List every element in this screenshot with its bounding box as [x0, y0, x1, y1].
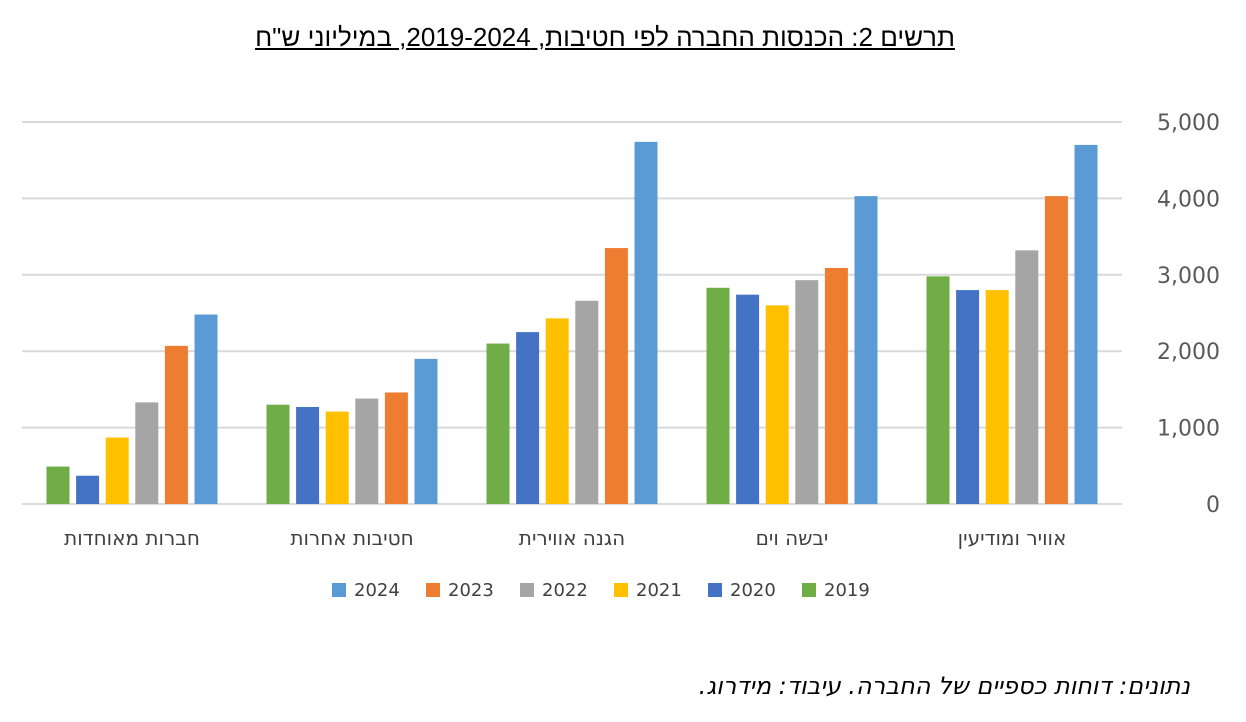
chart-title: תרשים 2: הכנסות החברה לפי חטיבות, 2019-2… [255, 22, 955, 52]
bar-2021 [545, 318, 569, 504]
bar-2024 [854, 196, 878, 504]
bar-2022 [135, 402, 159, 504]
bar-2019 [266, 404, 290, 504]
legend-swatch-2023 [426, 583, 440, 597]
bars [46, 141, 1098, 505]
category-label: הגנה אווירית [519, 526, 625, 550]
bar-2023 [164, 345, 188, 504]
bar-2022 [355, 398, 379, 504]
legend-label: 2020 [730, 580, 776, 601]
bar-2023 [604, 248, 628, 504]
legend-label: 2023 [448, 580, 494, 601]
bar-2022 [575, 300, 599, 504]
bar-2020 [516, 332, 540, 504]
category-label: חטיבות אחרות [290, 526, 413, 550]
bar-2024 [1074, 144, 1098, 505]
legend-label: 2022 [542, 580, 588, 601]
legend-swatch-2019 [802, 583, 816, 597]
legend-swatch-2022 [520, 583, 534, 597]
bar-2023 [824, 267, 848, 504]
bar-2022 [795, 280, 819, 504]
bar-2023 [384, 392, 408, 504]
legend-swatch-2020 [708, 583, 722, 597]
legend-label: 2021 [636, 580, 682, 601]
legend-swatch-2021 [614, 583, 628, 597]
legend-label: 2024 [354, 580, 400, 601]
category-label: חברות מאוחדות [64, 526, 200, 550]
bar-2021 [105, 437, 129, 504]
bar-2021 [765, 305, 789, 504]
legend-swatch-2024 [332, 583, 346, 597]
y-tick-label: 5,000 [1157, 111, 1220, 136]
bar-2024 [194, 314, 218, 504]
legend-label: 2019 [824, 580, 870, 601]
bar-2024 [634, 141, 658, 504]
bar-2019 [486, 343, 510, 504]
bar-2023 [1044, 196, 1068, 504]
y-tick-label: 2,000 [1157, 340, 1220, 365]
y-tick-label: 3,000 [1157, 264, 1220, 289]
category-labels: אוויר ומודיעין יבשה וים הגנה אווירית חטיבות… [64, 526, 1066, 550]
bar-2019 [706, 287, 730, 504]
y-tick-label: 4,000 [1157, 187, 1220, 212]
y-tick-label: 1,000 [1157, 417, 1220, 442]
category-label: יבשה וים [756, 526, 829, 550]
bar-2021 [325, 411, 349, 504]
legend: 2019 2020 2021 2022 2023 2024 [332, 580, 870, 601]
y-axis-ticks: 0 1,000 2,000 3,000 4,000 5,000 [1157, 111, 1220, 518]
bar-2019 [926, 276, 950, 504]
bar-2019 [46, 466, 70, 504]
category-label: אוויר ומודיעין [958, 526, 1067, 550]
y-tick-label: 0 [1206, 493, 1220, 518]
source-note: נתונים: דוחות כספיים של החברה. עיבוד: מי… [698, 672, 1190, 700]
bar-2022 [1015, 250, 1039, 504]
bar-2020 [956, 290, 980, 504]
bar-2020 [736, 294, 760, 504]
bar-2021 [985, 290, 1009, 504]
bar-2020 [296, 406, 320, 504]
bar-2024 [414, 358, 438, 504]
bar-2020 [76, 475, 100, 504]
